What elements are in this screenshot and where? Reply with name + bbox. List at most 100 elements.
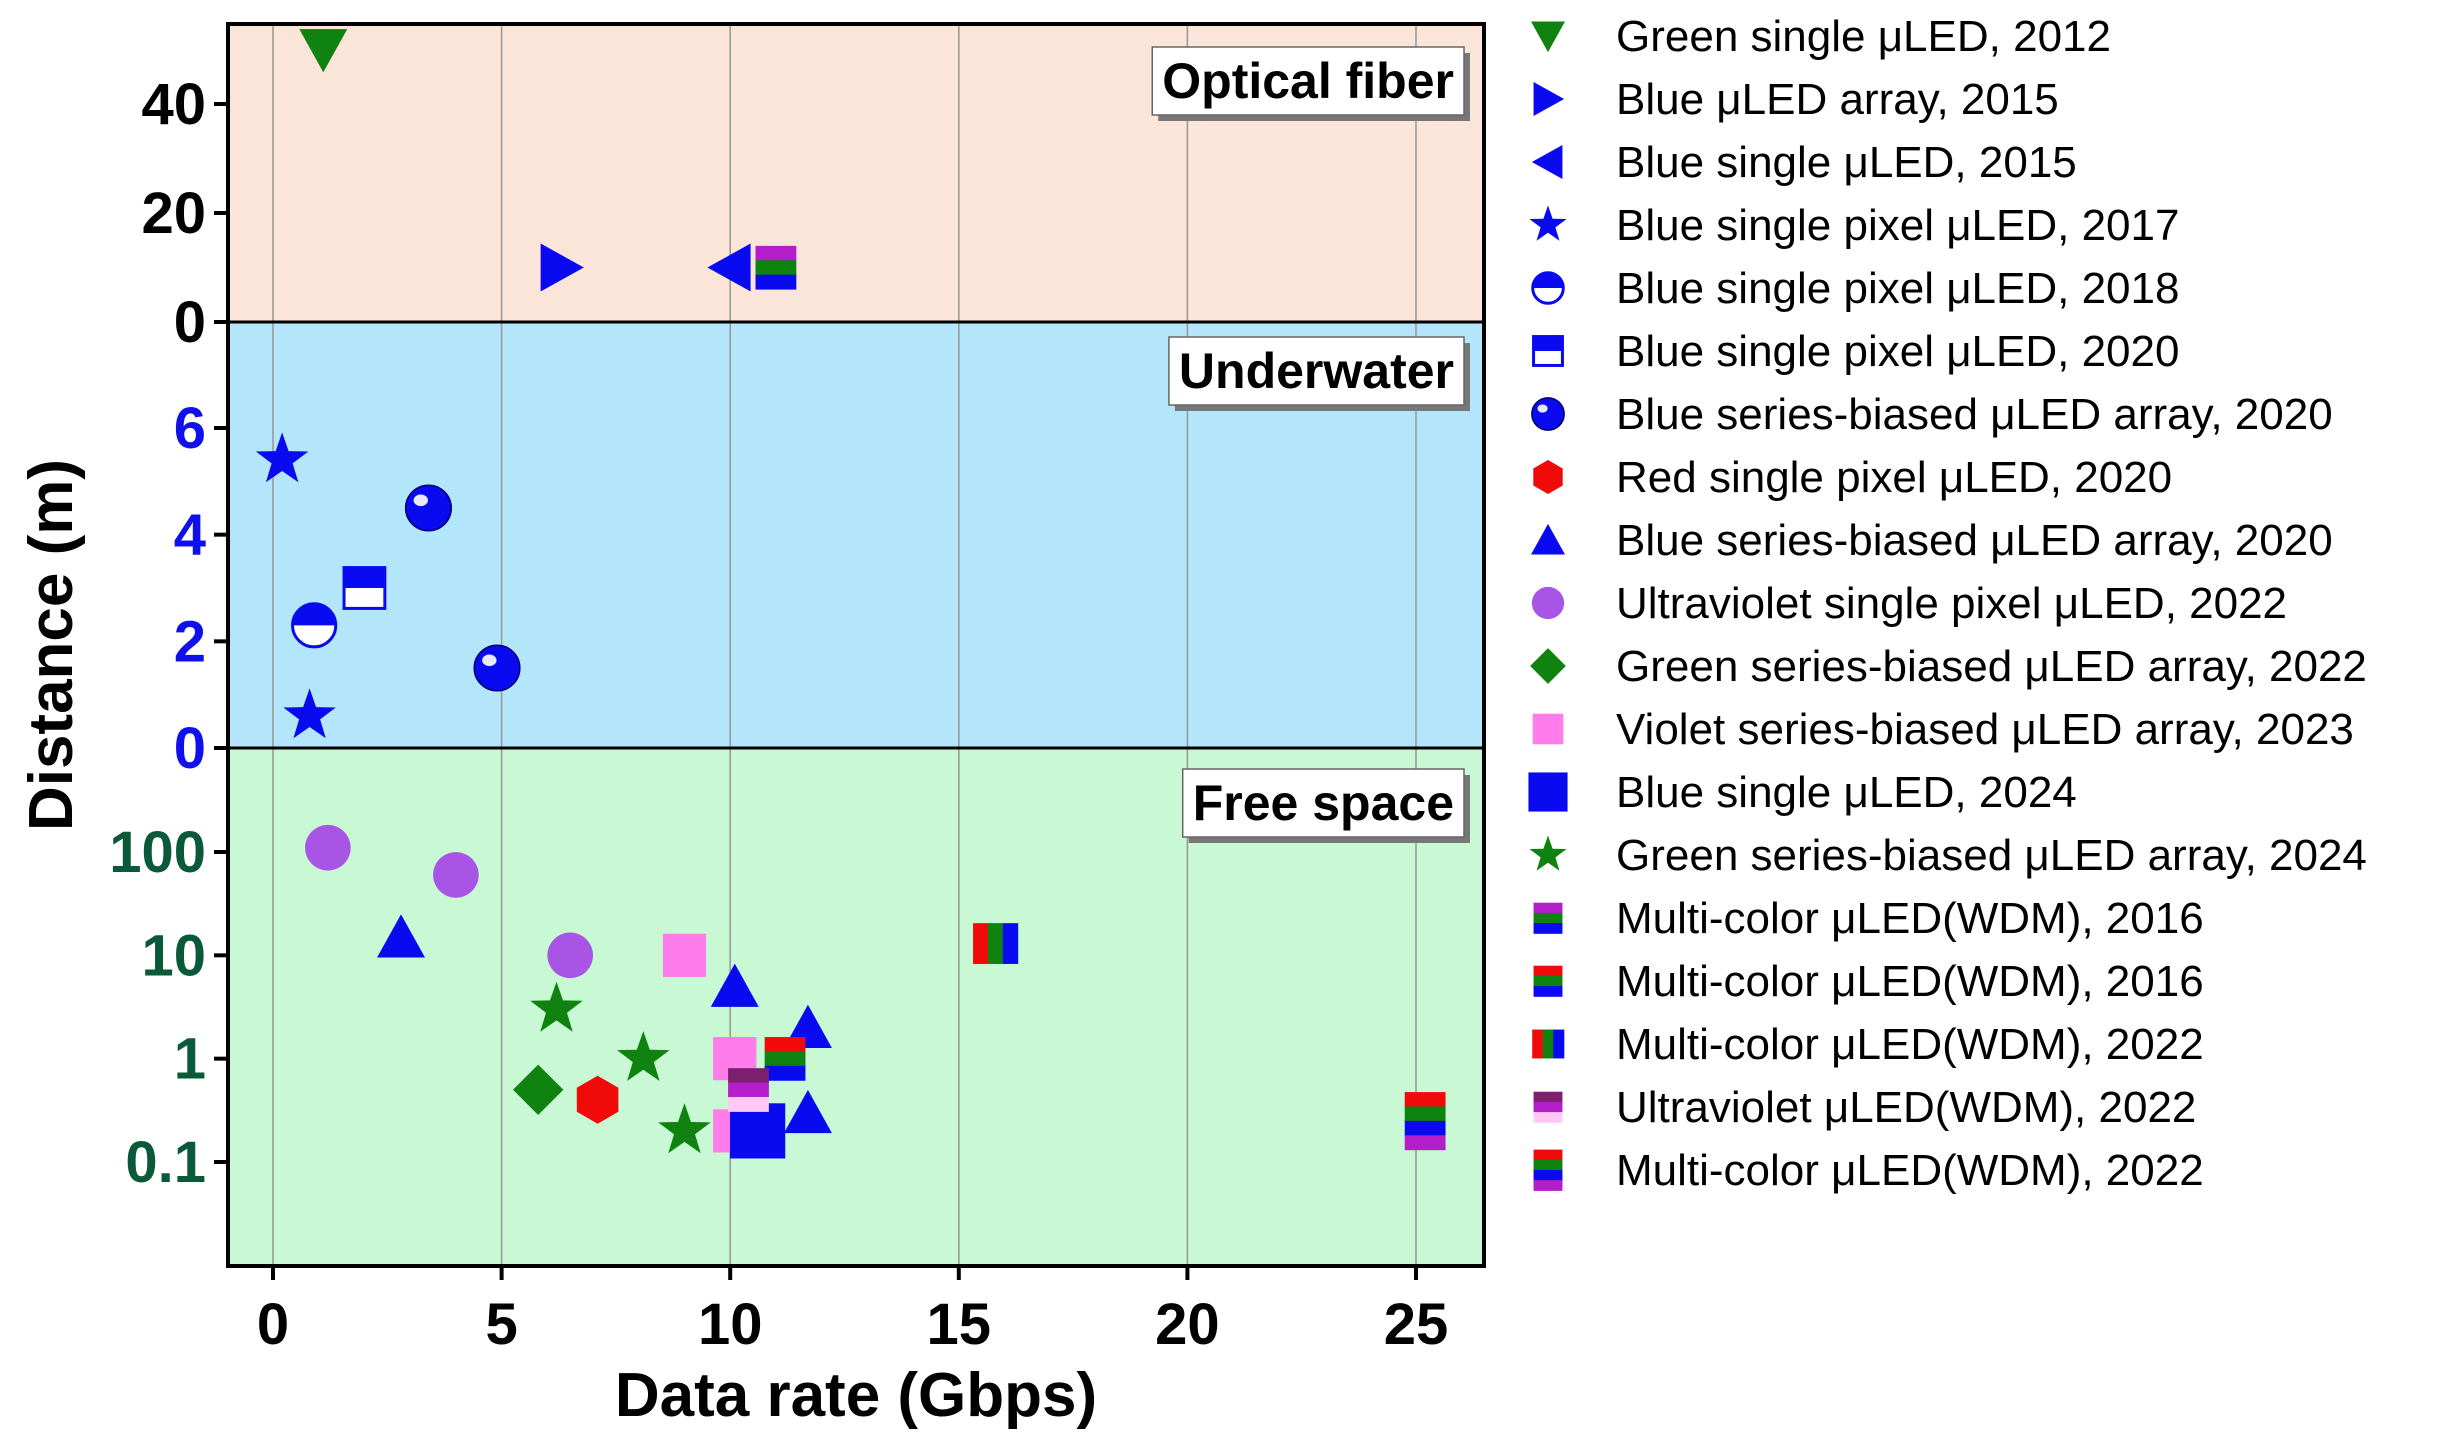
point-blue-series-biased-uled-array-2020-8-0 — [377, 914, 426, 958]
legend-label: Blue single pixel μLED, 2020 — [1616, 327, 2179, 376]
legend-item-blue-single-pixel-uled-2018-4: Blue single pixel μLED, 2018 — [1531, 264, 2179, 313]
x-tick-label-0: 0 — [257, 1292, 289, 1357]
legend-label: Blue single pixel μLED, 2018 — [1616, 264, 2179, 313]
point-blue-series-biased-uled-array-2020-8-1 — [710, 963, 759, 1007]
y-tick-label-optical-fiber-40: 40 — [141, 72, 206, 137]
svg-text:Underwater: Underwater — [1179, 343, 1454, 399]
legend-label: Red single pixel μLED, 2020 — [1616, 453, 2172, 502]
y-tick-label-underwater-0: 0 — [174, 716, 206, 781]
point-ultraviolet-single-pixel-uled-2022-9-0 — [305, 824, 351, 871]
legend-marker — [1533, 460, 1563, 494]
legend-item-green-series-biased-uled-array-2024-13: Green series-biased μLED array, 2024 — [1529, 831, 2367, 880]
point-blue-series-biased-uled-array-2020-8-3 — [783, 1089, 832, 1134]
point-green-series-biased-uled-array-2024-13-2 — [658, 1103, 711, 1154]
point-multi-color-uled-wdm-2016-15-0 — [764, 1037, 806, 1081]
legend-label: Multi-color μLED(WDM), 2022 — [1616, 1020, 2204, 1069]
point-multi-color-uled-wdm-2016-14-0 — [755, 245, 797, 290]
legend-label: Multi-color μLED(WDM), 2022 — [1616, 1146, 2204, 1195]
x-tick-label-25: 25 — [1384, 1292, 1449, 1357]
legend-item-blue-uled-array-2015-1: Blue μLED array, 2015 — [1533, 75, 2059, 124]
legend-label: Blue single pixel μLED, 2017 — [1616, 201, 2179, 250]
point-violet-series-biased-uled-array-2023-11-0 — [662, 933, 707, 977]
point-green-single-uled-2012-0-0 — [299, 29, 348, 73]
x-tick-label-10: 10 — [698, 1292, 763, 1357]
grid-lines — [272, 24, 1417, 1266]
legend-marker — [1531, 21, 1565, 53]
legend-marker — [1533, 1149, 1563, 1191]
legend-label: Green series-biased μLED array, 2022 — [1616, 642, 2367, 691]
panels — [228, 24, 1484, 1266]
legend-item-multi-color-uled-wdm-2022-16: Multi-color μLED(WDM), 2022 — [1532, 1020, 2204, 1069]
legend-label: Blue series-biased μLED array, 2020 — [1616, 516, 2333, 565]
panel-label-optical-fiber: Optical fiber — [1151, 46, 1470, 121]
point-multi-color-uled-wdm-2022-16-0 — [973, 923, 1019, 964]
legend-label: Green single μLED, 2012 — [1616, 12, 2111, 61]
point-green-series-biased-uled-array-2024-13-1 — [617, 1031, 670, 1081]
y-tick-label-free-space-1: 1 — [174, 1027, 206, 1092]
legend-marker — [1533, 82, 1565, 116]
point-blue-single-pixel-uled-2017-3-0 — [255, 432, 309, 483]
panel-labels: Optical fiber Underwater Free space — [1151, 46, 1470, 843]
point-blue-single-pixel-uled-2017-3-1 — [283, 688, 336, 739]
point-blue-series-biased-uled-array-2020-6-1 — [473, 644, 521, 692]
axes: 0 5 10 15 20 25 0 20 40 0 2 4 6 0.1 1 10 100 — [109, 72, 1448, 1357]
legend-label: Blue series-biased μLED array, 2020 — [1616, 390, 2333, 439]
legend-marker — [1532, 713, 1564, 745]
plot-frame — [226, 22, 1486, 1268]
legend-item-blue-series-biased-uled-array-2020-6: Blue series-biased μLED array, 2020 — [1531, 390, 2333, 439]
x-axis-title: Data rate (Gbps) — [615, 1361, 1097, 1430]
legend-item-ultraviolet-uled-wdm-2022-17: Ultraviolet μLED(WDM), 2022 — [1533, 1083, 2196, 1132]
legend-item-green-single-uled-2012-0: Green single μLED, 2012 — [1531, 12, 2111, 61]
y-tick-label-optical-fiber-0: 0 — [174, 290, 206, 355]
point-ultraviolet-single-pixel-uled-2022-9-1 — [433, 852, 479, 898]
legend-marker — [1533, 1091, 1563, 1123]
legend-item-multi-color-uled-wdm-2016-14: Multi-color μLED(WDM), 2016 — [1533, 894, 2204, 943]
y-tick-label-free-space-100: 100 — [109, 820, 206, 885]
legend-item-blue-single-pixel-uled-2017-3: Blue single pixel μLED, 2017 — [1529, 201, 2179, 250]
legend-label: Blue μLED array, 2015 — [1616, 75, 2059, 124]
point-blue-single-pixel-uled-2018-4-0 — [291, 602, 338, 649]
legend-item-blue-single-pixel-uled-2020-5: Blue single pixel μLED, 2020 — [1532, 327, 2179, 376]
legend-marker — [1529, 205, 1567, 241]
legend: Green single μLED, 2012 Blue μLED array, … — [1528, 12, 2367, 1195]
legend-label: Violet series-biased μLED array, 2023 — [1616, 705, 2354, 754]
legend-marker — [1531, 523, 1565, 555]
panel-label-free-space: Free space — [1181, 768, 1470, 843]
legend-item-blue-single-uled-2015-2: Blue single μLED, 2015 — [1531, 138, 2077, 187]
legend-marker — [1532, 335, 1564, 367]
legend-label: Blue single μLED, 2024 — [1616, 768, 2077, 817]
legend-marker — [1529, 835, 1567, 871]
point-blue-single-uled-2015-2-0 — [707, 243, 751, 292]
point-blue-single-pixel-uled-2020-5-0 — [342, 566, 387, 610]
legend-label: Blue single μLED, 2015 — [1616, 138, 2077, 187]
legend-label: Multi-color μLED(WDM), 2016 — [1616, 957, 2204, 1006]
y-tick-label-underwater-4: 4 — [174, 503, 206, 568]
legend-marker — [1531, 271, 1565, 305]
y-tick-label-underwater-2: 2 — [174, 609, 206, 674]
legend-marker — [1531, 586, 1565, 620]
plot-border — [226, 22, 1486, 1268]
legend-item-green-series-biased-uled-array-2022-10: Green series-biased μLED array, 2022 — [1530, 642, 2367, 691]
y-axis-title: Distance (m) — [17, 459, 86, 831]
legend-label: Multi-color μLED(WDM), 2016 — [1616, 894, 2204, 943]
point-multi-color-uled-wdm-2022-18-0 — [1404, 1092, 1446, 1151]
legend-marker — [1532, 1029, 1565, 1059]
svg-text:Free space: Free space — [1193, 775, 1454, 831]
x-tick-label-20: 20 — [1155, 1292, 1220, 1357]
legend-marker — [1530, 648, 1566, 684]
point-ultraviolet-single-pixel-uled-2022-9-2 — [547, 932, 593, 979]
legend-marker — [1528, 772, 1568, 812]
legend-label: Ultraviolet single pixel μLED, 2022 — [1616, 579, 2287, 628]
legend-item-violet-series-biased-uled-array-2023-11: Violet series-biased μLED array, 2023 — [1532, 705, 2354, 754]
legend-label: Green series-biased μLED array, 2024 — [1616, 831, 2367, 880]
panel-label-underwater: Underwater — [1168, 336, 1470, 411]
point-green-series-biased-uled-array-2022-10-0 — [512, 1064, 564, 1115]
legend-marker — [1531, 145, 1563, 179]
y-tick-label-underwater-6: 6 — [174, 396, 206, 461]
point-blue-single-uled-2024-12-0 — [730, 1103, 786, 1159]
legend-item-ultraviolet-single-pixel-uled-2022-9: Ultraviolet single pixel μLED, 2022 — [1531, 579, 2287, 628]
legend-marker — [1531, 397, 1565, 431]
y-tick-label-free-space-0.1: 0.1 — [125, 1130, 206, 1195]
point-green-series-biased-uled-array-2024-13-0 — [530, 981, 583, 1032]
